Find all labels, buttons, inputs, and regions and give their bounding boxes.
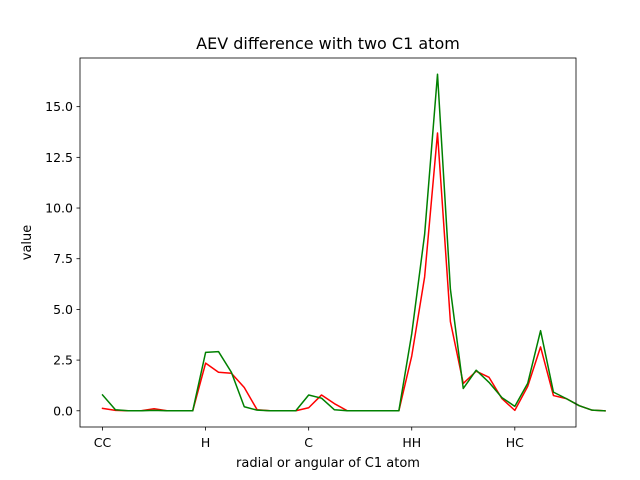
y-tick-label: 12.5 [45,150,73,165]
y-tick-label: 0.0 [53,403,73,418]
series-lines [101,73,606,412]
x-tick-label: HH [402,435,421,450]
y-tick-label: 15.0 [45,99,73,114]
x-tick-label: C [304,435,313,450]
plot-area-frame [79,57,577,428]
y-axis-label: value [20,225,35,261]
x-tick-label: HC [506,435,524,450]
x-tick-label: H [201,435,210,450]
y-tick-label: 7.5 [53,251,73,266]
y-tick-label: 2.5 [53,353,73,368]
x-tick-label: CC [94,435,112,450]
chart-title: AEV difference with two C1 atom [196,34,460,53]
series-line-2 [101,73,606,412]
x-axis-label: radial or angular of C1 atom [236,456,420,471]
y-tick-label: 5.0 [53,302,73,317]
x-axis-ticks: CC H C HH HC [94,427,524,450]
y-axis-ticks: 0.0 2.5 5.0 7.5 10.0 12.5 15.0 [45,99,80,418]
y-tick-label: 10.0 [45,201,73,216]
